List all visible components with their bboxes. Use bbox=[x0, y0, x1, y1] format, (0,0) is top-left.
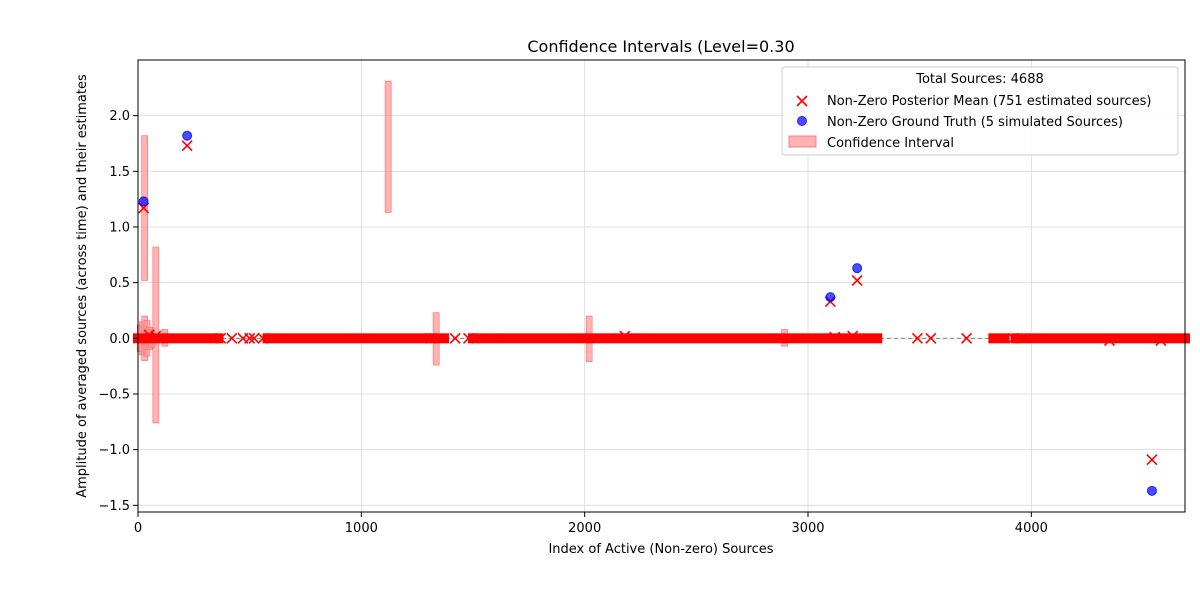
x-tick-label: 1000 bbox=[345, 521, 378, 536]
y-tick-label: −1.5 bbox=[98, 499, 130, 514]
x-tick-label: 3000 bbox=[791, 521, 824, 536]
x-marker-stroke bbox=[462, 332, 475, 344]
x-marker-stroke bbox=[851, 274, 863, 286]
x-marker-stroke bbox=[1103, 334, 1116, 347]
x-marker-stroke bbox=[829, 331, 841, 343]
x-marker-stroke bbox=[150, 330, 162, 342]
y-tick-label: 0.5 bbox=[109, 276, 130, 291]
posterior-mean-marker bbox=[226, 332, 238, 344]
posterior-mean-marker bbox=[1146, 454, 1158, 466]
axis-ticks: 0 1000 2000 3000 4000 −1.5 −1.0 −0.5 0.0 0.5 1.0 1.… bbox=[98, 109, 1047, 536]
posterior-mean-zero-cluster bbox=[1010, 333, 1028, 344]
x-marker-stroke bbox=[847, 330, 859, 342]
plot-frame bbox=[137, 59, 1186, 513]
x-marker-stroke bbox=[1155, 334, 1167, 347]
x-marker-stroke bbox=[215, 332, 227, 344]
y-tick-label: 1.5 bbox=[109, 165, 130, 180]
legend-marker-posterior bbox=[796, 95, 808, 107]
legend-marker-truth bbox=[797, 116, 807, 126]
y-tick-label: −0.5 bbox=[98, 387, 130, 402]
posterior-mean-marker bbox=[1155, 334, 1167, 347]
posterior-mean-marker bbox=[257, 332, 269, 344]
y-tick-label: 0.0 bbox=[109, 332, 130, 347]
x-tick-label: 2000 bbox=[568, 521, 601, 536]
posterior-mean-marker bbox=[851, 274, 863, 286]
x-marker-stroke bbox=[449, 332, 461, 344]
posterior-mean-marker bbox=[425, 332, 437, 344]
x-marker-stroke bbox=[911, 332, 924, 344]
x-marker-stroke bbox=[1146, 454, 1158, 466]
posterior-mean-marker bbox=[619, 330, 631, 342]
x-axis-label: Index of Active (Non-zero) Sources bbox=[548, 542, 773, 557]
x-marker-stroke bbox=[425, 332, 437, 344]
posterior-mean-zero-cluster bbox=[262, 333, 432, 344]
posterior-mean-marker bbox=[1103, 334, 1116, 347]
posterior-mean-marker bbox=[925, 332, 937, 344]
legend-label-posterior: Non-Zero Posterior Mean (751 estimated s… bbox=[827, 94, 1151, 109]
x-marker-stroke bbox=[257, 332, 269, 344]
legend: Total Sources: 4688 Non-Zero Posterior M… bbox=[781, 66, 1179, 156]
posterior-mean-marker bbox=[847, 330, 859, 342]
posterior-mean-marker bbox=[1007, 332, 1020, 344]
legend-title: Total Sources: 4688 bbox=[915, 72, 1044, 87]
x-marker-stroke bbox=[226, 332, 238, 344]
x-tick-label: 4000 bbox=[1015, 521, 1048, 536]
posterior-mean-marker bbox=[911, 332, 924, 344]
posterior-mean-zero-cluster bbox=[468, 333, 503, 344]
posterior-mean-zero-cluster bbox=[430, 333, 449, 344]
y-axis-label: Amplitude of averaged sources (across ti… bbox=[75, 74, 90, 498]
posterior-mean-marker bbox=[829, 331, 841, 343]
posterior-mean-marker bbox=[248, 332, 260, 344]
y-tick-label: 2.0 bbox=[109, 109, 130, 124]
legend-label-truth: Non-Zero Ground Truth (5 simulated Sourc… bbox=[827, 115, 1123, 130]
y-tick-label: 1.0 bbox=[109, 220, 130, 235]
legend-label-interval: Confidence Interval bbox=[827, 136, 954, 151]
posterior-mean-marker bbox=[244, 332, 256, 344]
posterior-mean-marker bbox=[181, 140, 193, 152]
posterior-mean-marker bbox=[449, 332, 461, 344]
y-tick-label: −1.0 bbox=[98, 443, 130, 458]
posterior-mean-zero-cluster bbox=[133, 333, 224, 344]
confidence-interval-bar bbox=[384, 80, 392, 213]
ground-truth-marker bbox=[852, 263, 863, 274]
posterior-mean-zero-cluster bbox=[988, 333, 1010, 344]
x-tick-label: 0 bbox=[134, 521, 142, 536]
posterior-mean-zero-cluster bbox=[501, 333, 883, 344]
x-marker-stroke bbox=[181, 140, 193, 152]
legend-box bbox=[781, 66, 1179, 156]
data-marks bbox=[133, 130, 1190, 496]
x-marker-stroke bbox=[925, 332, 937, 344]
x-marker-stroke bbox=[1007, 332, 1020, 344]
ground-truth-marker bbox=[825, 292, 836, 303]
x-marker-stroke bbox=[244, 332, 256, 344]
x-marker-stroke bbox=[961, 332, 973, 344]
posterior-mean-marker bbox=[150, 330, 162, 342]
chart-title: Confidence Intervals (Level=0.30 bbox=[527, 37, 794, 56]
x-marker-stroke bbox=[619, 330, 631, 342]
confidence-intervals bbox=[136, 80, 788, 424]
ground-truth-marker bbox=[182, 130, 193, 141]
ground-truth-marker bbox=[138, 196, 149, 207]
legend-marker-interval bbox=[788, 135, 817, 148]
x-marker-stroke bbox=[248, 332, 260, 344]
posterior-mean-marker bbox=[462, 332, 475, 344]
ground-truth-marker bbox=[1146, 485, 1157, 496]
posterior-mean-marker bbox=[961, 332, 973, 344]
posterior-mean-marker bbox=[215, 332, 227, 344]
